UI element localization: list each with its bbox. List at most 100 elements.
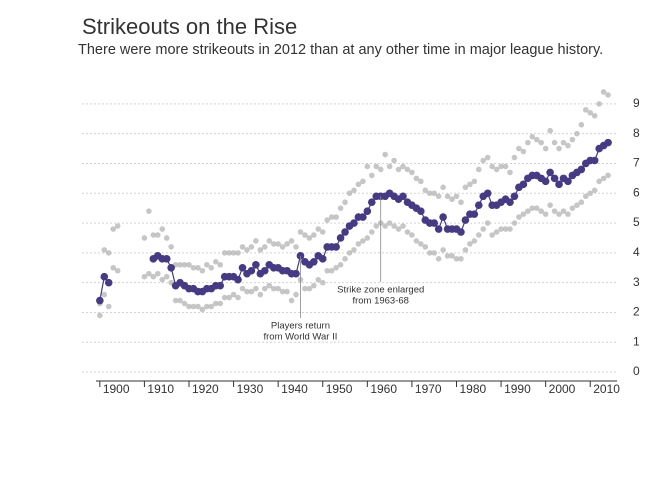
x-tick-label: 1950 bbox=[326, 382, 353, 396]
team-point bbox=[244, 288, 250, 295]
mean-point bbox=[332, 243, 340, 251]
mean-point bbox=[367, 198, 376, 207]
team-point bbox=[547, 202, 553, 208]
team-point bbox=[311, 232, 317, 238]
team-point bbox=[560, 139, 567, 146]
team-point bbox=[239, 244, 246, 250]
y-tick-label: 0 bbox=[633, 364, 640, 378]
mean-point bbox=[96, 296, 104, 305]
mean-point bbox=[359, 213, 367, 221]
team-point bbox=[114, 223, 121, 229]
mean-point bbox=[564, 177, 572, 186]
team-point bbox=[551, 139, 558, 146]
x-tick-label: 1920 bbox=[192, 382, 219, 396]
team-point bbox=[110, 264, 117, 271]
team-point bbox=[605, 92, 611, 98]
team-point bbox=[306, 285, 313, 292]
team-point bbox=[440, 247, 446, 253]
team-point bbox=[190, 303, 197, 310]
team-point bbox=[261, 244, 268, 250]
team-point bbox=[529, 133, 536, 140]
team-point bbox=[467, 181, 473, 188]
team-point bbox=[538, 208, 545, 214]
mean-point bbox=[350, 219, 358, 227]
team-point bbox=[319, 279, 326, 286]
team-point bbox=[591, 187, 598, 194]
mean-point bbox=[590, 156, 599, 165]
team-point bbox=[484, 154, 491, 161]
team-point bbox=[217, 300, 224, 307]
y-tick-label: 3 bbox=[633, 275, 640, 289]
x-tick-label: 1900 bbox=[103, 382, 130, 396]
y-tick-label: 2 bbox=[633, 305, 640, 319]
team-point bbox=[525, 139, 531, 146]
team-point bbox=[114, 267, 121, 274]
team-point bbox=[516, 214, 522, 220]
team-point bbox=[391, 157, 397, 164]
mean-point bbox=[336, 234, 345, 242]
team-point bbox=[279, 244, 286, 250]
team-point bbox=[235, 294, 241, 301]
annotation-text: Strike zone enlarged bbox=[337, 285, 424, 296]
team-point bbox=[168, 244, 174, 250]
team-point bbox=[462, 247, 469, 253]
team-point bbox=[502, 163, 509, 170]
team-point bbox=[333, 214, 339, 220]
mean-point bbox=[216, 281, 225, 290]
team-point bbox=[154, 270, 161, 277]
team-point bbox=[150, 232, 157, 238]
team-point bbox=[498, 163, 504, 170]
team-point bbox=[600, 175, 607, 182]
mean-point bbox=[162, 255, 171, 263]
team-point bbox=[221, 250, 228, 256]
team-point bbox=[587, 190, 594, 197]
annotation-text: from 1963-68 bbox=[352, 296, 409, 307]
team-point bbox=[395, 166, 402, 173]
team-point bbox=[453, 193, 460, 200]
team-point bbox=[159, 226, 166, 232]
team-point bbox=[409, 232, 415, 238]
team-point bbox=[480, 157, 487, 164]
team-point bbox=[507, 169, 513, 176]
x-tick-label: 2010 bbox=[593, 382, 620, 396]
team-point bbox=[489, 163, 495, 170]
team-point bbox=[511, 220, 518, 226]
team-point bbox=[230, 250, 237, 256]
team-point bbox=[449, 253, 455, 259]
team-point bbox=[177, 261, 183, 268]
team-point bbox=[311, 282, 317, 289]
mean-point bbox=[439, 213, 447, 221]
team-point bbox=[360, 178, 366, 185]
team-point bbox=[391, 223, 397, 229]
team-point bbox=[542, 145, 549, 152]
team-point bbox=[444, 193, 451, 200]
y-tick-label: 9 bbox=[633, 96, 640, 110]
mean-point bbox=[474, 201, 483, 209]
team-point bbox=[217, 261, 224, 268]
mean-point bbox=[247, 266, 256, 275]
team-point bbox=[431, 250, 438, 256]
team-point bbox=[97, 312, 103, 319]
x-tick-label: 1990 bbox=[504, 382, 531, 396]
team-point bbox=[342, 256, 348, 262]
mean-point bbox=[417, 207, 425, 215]
team-point bbox=[105, 250, 112, 256]
team-point bbox=[204, 303, 210, 310]
y-tick-label: 6 bbox=[633, 185, 640, 199]
team-point bbox=[556, 211, 562, 217]
annotation-text: Players return bbox=[271, 321, 330, 332]
team-point bbox=[141, 273, 148, 280]
mean-point bbox=[555, 180, 563, 189]
team-point bbox=[315, 276, 322, 283]
mean-point bbox=[104, 278, 113, 287]
team-point bbox=[328, 267, 335, 274]
team-point bbox=[346, 250, 353, 256]
team-point bbox=[186, 261, 192, 268]
team-point bbox=[163, 273, 170, 280]
team-point bbox=[244, 247, 250, 253]
team-point bbox=[172, 297, 179, 304]
team-point bbox=[364, 163, 371, 170]
team-point bbox=[458, 256, 464, 262]
team-point bbox=[324, 267, 331, 274]
